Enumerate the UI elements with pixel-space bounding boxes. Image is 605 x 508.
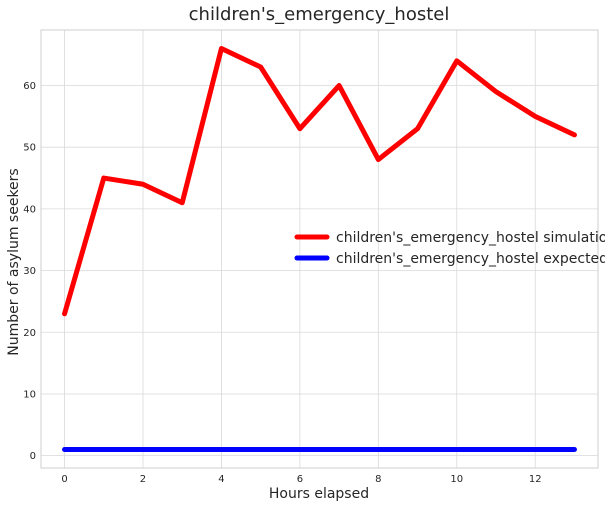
x-axis-ticks: 0 2 4 6 8 10 12	[61, 474, 541, 485]
y-tick-label: 50	[23, 143, 36, 154]
x-tick-label: 10	[450, 474, 463, 485]
x-tick-label: 2	[140, 474, 146, 485]
y-tick-label: 0	[30, 451, 36, 462]
y-tick-label: 10	[23, 389, 36, 400]
y-axis-ticks: 0 10 20 30 40 50 60	[23, 81, 36, 462]
y-tick-label: 60	[23, 81, 36, 92]
plot-frame	[40, 29, 599, 469]
x-tick-label: 12	[529, 474, 542, 485]
y-tick-label: 30	[23, 266, 36, 277]
legend: children's_emergency_hostel simulation ch…	[294, 230, 605, 267]
x-tick-label: 4	[218, 474, 224, 485]
y-tick-label: 40	[23, 204, 36, 215]
series-line-1	[62, 46, 577, 317]
legend-label-1: children's_emergency_hostel simulation	[336, 230, 605, 246]
y-tick-label: 20	[23, 328, 36, 339]
series-layer	[62, 46, 577, 452]
x-axis-label: Hours elapsed	[269, 486, 369, 502]
chart-title: children's_emergency_hostel	[189, 4, 450, 25]
y-axis-label: Number of asylum seekers	[6, 168, 22, 355]
x-tick-label: 6	[297, 474, 303, 485]
grid-lines	[41, 30, 598, 468]
legend-label-2: children's_emergency_hostel expected	[336, 251, 605, 267]
x-tick-label: 8	[375, 474, 381, 485]
x-tick-label: 0	[61, 474, 67, 485]
